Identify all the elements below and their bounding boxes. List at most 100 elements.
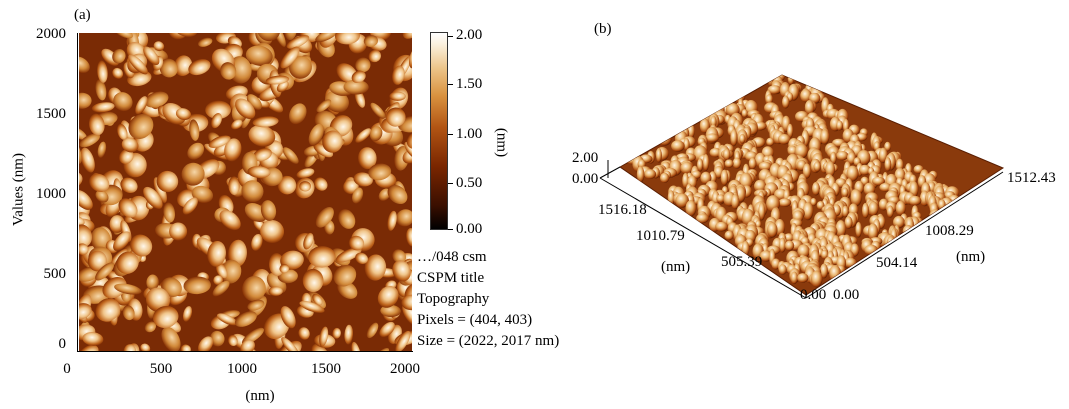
surface-bump — [696, 213, 709, 224]
grain — [311, 343, 330, 351]
info-line: Pixels = (404, 403) — [417, 312, 533, 328]
grain — [408, 47, 412, 69]
grain — [338, 209, 356, 229]
grain — [251, 233, 263, 251]
grain — [82, 332, 104, 346]
grain — [210, 330, 225, 347]
grain — [245, 45, 273, 66]
left-axis-tick: 505.39 — [721, 254, 763, 270]
surface-bump — [700, 171, 712, 185]
x-tick: 1000 — [227, 361, 257, 377]
grain — [357, 147, 377, 170]
grain — [116, 251, 139, 274]
grain — [333, 264, 357, 287]
grain — [343, 79, 369, 95]
grain — [315, 33, 338, 43]
info-line: Size = (2022, 2017 nm) — [417, 333, 560, 349]
grain — [181, 162, 205, 186]
surface-bump — [758, 161, 772, 171]
surface-bump — [913, 165, 924, 174]
left-axis-tick: 0.00 — [800, 287, 827, 303]
surface-bump — [778, 237, 786, 253]
grain — [296, 168, 315, 179]
surface-bump — [748, 157, 757, 170]
colorbar-tick-mark — [448, 134, 453, 135]
grain — [406, 130, 412, 149]
grain — [228, 176, 240, 195]
grain — [88, 113, 105, 136]
surface-bump — [731, 194, 740, 210]
surface-bump — [702, 154, 710, 172]
grain — [119, 149, 134, 164]
grain — [241, 180, 264, 203]
right-axis-tick: 504.14 — [876, 255, 918, 271]
grain — [284, 33, 298, 41]
surface-bump — [841, 187, 849, 198]
grain — [246, 94, 262, 110]
grain — [153, 41, 165, 52]
grain — [364, 254, 387, 281]
grain — [208, 135, 231, 148]
grain — [272, 33, 286, 47]
grain — [279, 264, 290, 274]
x-axis-line — [77, 351, 413, 352]
surface-bump — [797, 273, 809, 283]
x-tick: 2000 — [390, 361, 420, 377]
surface-bump — [842, 205, 849, 218]
grain — [303, 232, 314, 250]
grain — [392, 65, 405, 85]
grain — [299, 181, 311, 192]
grain — [312, 293, 323, 306]
surface-bump — [655, 148, 662, 163]
surface-bump — [699, 118, 710, 134]
grain — [299, 301, 325, 313]
grain — [117, 123, 128, 140]
y-tick: 1500 — [36, 106, 66, 122]
surface-bump — [884, 157, 892, 172]
grain — [112, 49, 126, 64]
right-axis-tick: 1512.43 — [1007, 170, 1056, 186]
surface-bump — [657, 132, 672, 146]
grain — [389, 91, 406, 101]
grain — [235, 98, 256, 119]
grain — [175, 108, 192, 121]
grain — [277, 175, 297, 195]
colorbar-tick: 0.50 — [456, 175, 483, 191]
left-axis-tick: 1010.79 — [636, 228, 685, 244]
grain — [191, 185, 214, 203]
grain — [146, 274, 159, 291]
grain — [315, 207, 334, 228]
x-tick: 500 — [149, 361, 173, 377]
grain — [216, 313, 238, 326]
x-tick: 0 — [63, 361, 71, 377]
grain — [128, 113, 154, 140]
scan-info: …/048 csm CSPM title Topography Pixels =… — [417, 247, 559, 352]
surface-bump — [820, 129, 830, 145]
grain — [162, 103, 186, 125]
surface-bump — [778, 264, 787, 275]
surface-bump — [810, 198, 817, 206]
grain — [252, 148, 272, 162]
surface-bump — [878, 147, 888, 163]
grain — [156, 170, 179, 193]
grain — [314, 177, 328, 191]
surface-bump — [858, 164, 871, 176]
surface-bump — [644, 169, 657, 180]
grain — [159, 58, 178, 78]
grain — [144, 321, 157, 333]
right-axis-tick: 1008.29 — [925, 223, 974, 239]
grain — [123, 344, 137, 351]
surface-bump — [797, 244, 810, 259]
colorbar-tick: 1.00 — [456, 126, 483, 142]
grain — [247, 299, 265, 311]
surface-bump — [782, 95, 790, 109]
grain — [332, 327, 341, 339]
grain — [280, 46, 300, 69]
surface-bump — [812, 182, 820, 196]
colorbar-tick-mark — [448, 183, 453, 184]
grain — [387, 210, 397, 231]
grain — [392, 249, 407, 264]
grain — [205, 100, 231, 120]
grain — [282, 147, 299, 164]
grain — [145, 287, 171, 312]
